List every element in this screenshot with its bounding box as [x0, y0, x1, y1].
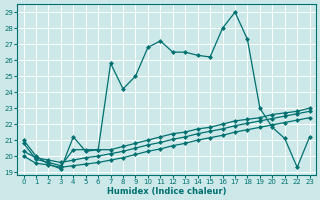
X-axis label: Humidex (Indice chaleur): Humidex (Indice chaleur) — [107, 187, 226, 196]
